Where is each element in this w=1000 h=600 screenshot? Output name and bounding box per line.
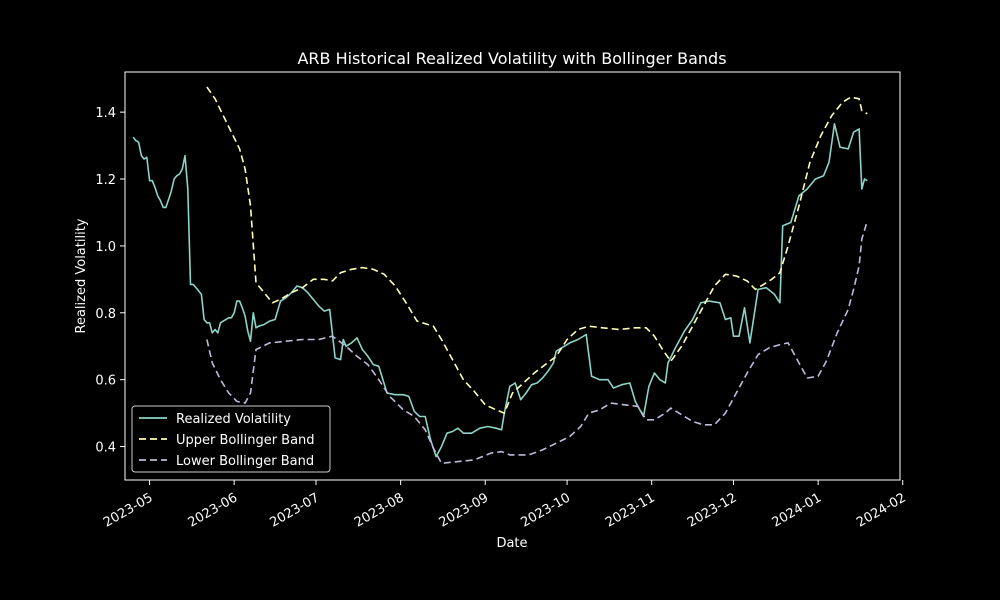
x-tick-label: 2023-12 — [685, 490, 740, 530]
series-layer — [132, 86, 869, 465]
y-tick-label: 0.8 — [95, 307, 116, 322]
series-line-0 — [132, 123, 868, 458]
x-tick-label: 2023-06 — [186, 490, 241, 530]
y-tick-label: 1.4 — [95, 106, 116, 121]
legend-label: Upper Bollinger Band — [176, 433, 315, 448]
series-line-1 — [206, 86, 868, 414]
legend-label: Realized Volatility — [176, 412, 291, 427]
x-tick-label: 2023-08 — [352, 490, 407, 530]
legend: Realized Volatility Upper Bollinger Band L… — [131, 405, 331, 473]
y-tick-label: 0.6 — [95, 374, 116, 389]
x-tick-label: 2023-09 — [437, 490, 492, 530]
x-axis-label: Date — [496, 536, 527, 551]
x-tick-label: 2023-11 — [603, 490, 658, 530]
x-tick-label: 2023-10 — [519, 490, 574, 530]
plot-frame — [124, 71, 901, 481]
series-line-2 — [206, 220, 869, 465]
y-tick-label: 0.4 — [95, 441, 116, 456]
y-tick-label: 1.2 — [95, 173, 116, 188]
chart-title: ARB Historical Realized Volatility with … — [297, 49, 726, 68]
x-tick-label: 2024-01 — [770, 490, 825, 530]
y-axis-label: Realized Volatility — [74, 218, 89, 333]
legend-label: Lower Bollinger Band — [176, 454, 314, 469]
x-tick-label: 2024-02 — [854, 490, 909, 530]
x-tick-label: 2023-05 — [101, 490, 156, 530]
y-tick-label: 1.0 — [95, 240, 116, 255]
legend-box — [131, 405, 331, 473]
legend-entries: Realized Volatility Upper Bollinger Band L… — [139, 412, 315, 469]
x-tick-label: 2023-07 — [267, 490, 322, 530]
